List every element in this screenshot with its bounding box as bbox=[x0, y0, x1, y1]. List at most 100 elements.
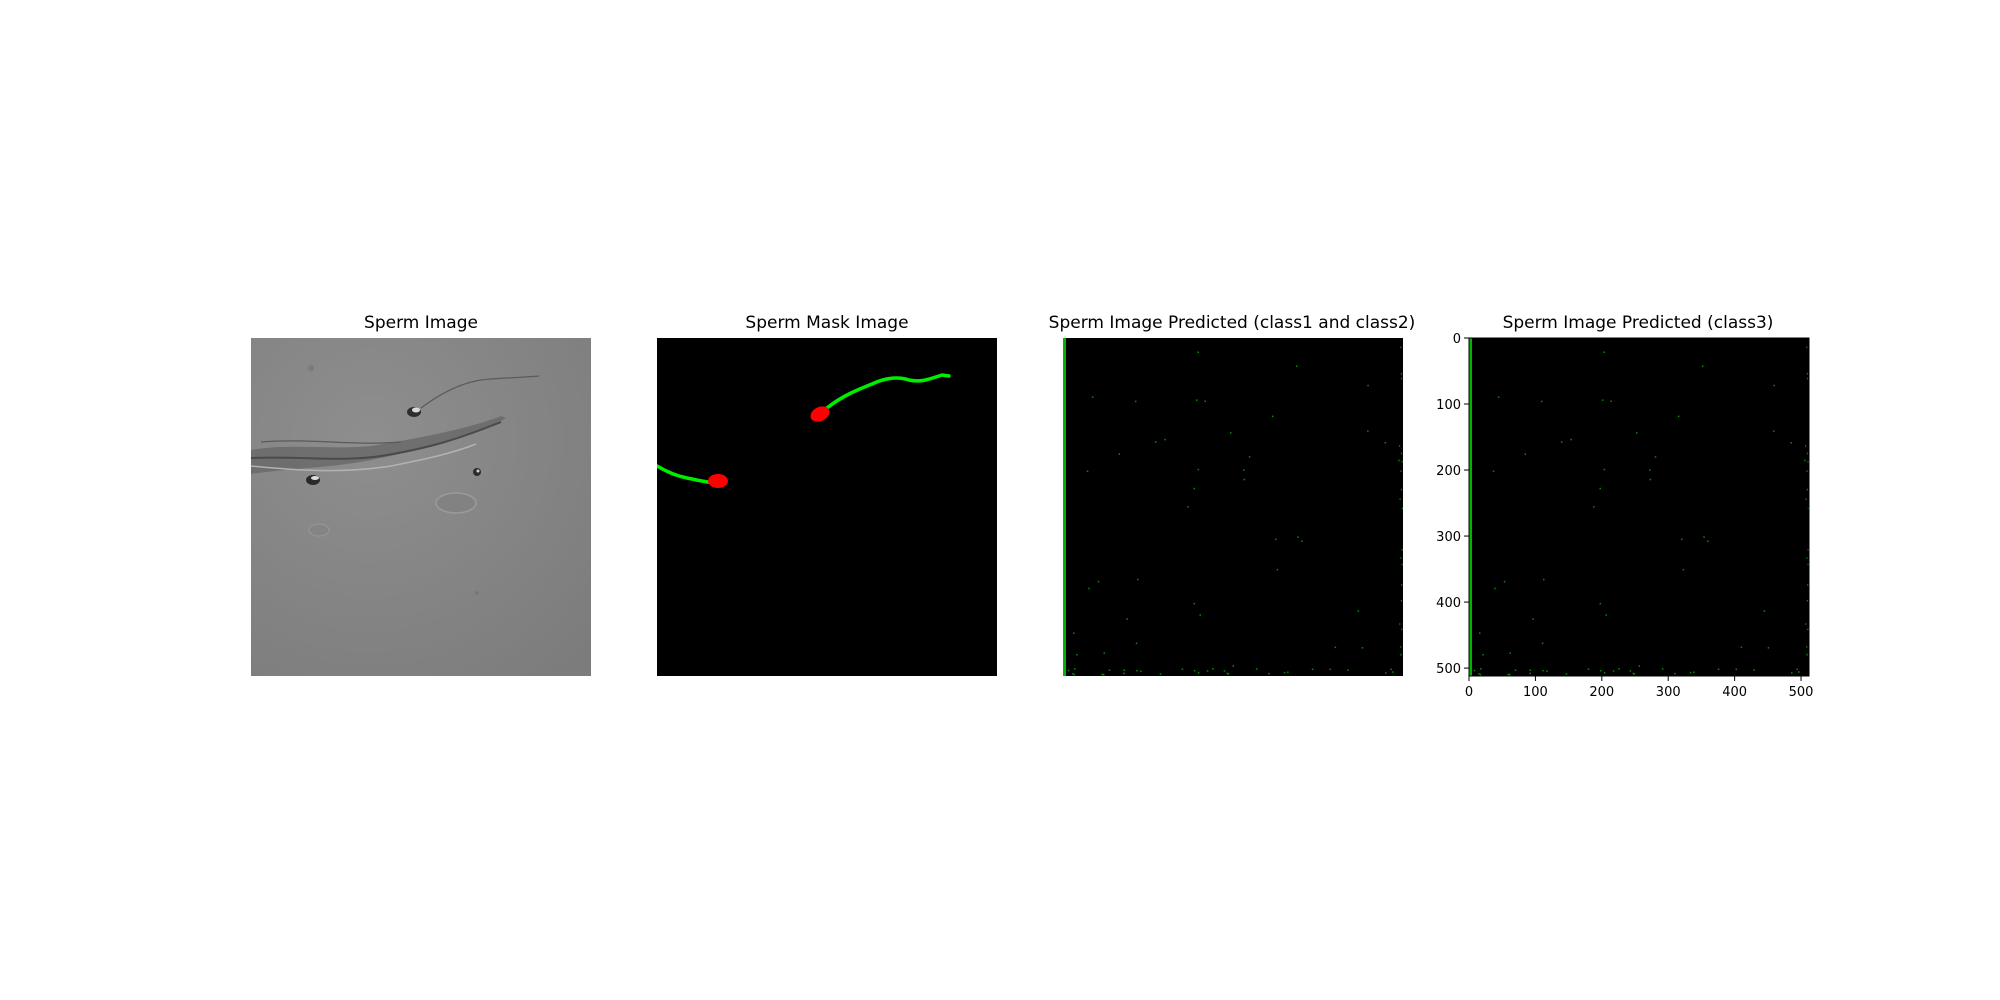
prediction-speckle bbox=[1603, 351, 1605, 353]
prediction-speckle bbox=[1248, 456, 1251, 458]
prediction-speckle bbox=[1804, 459, 1806, 462]
prediction-speckle bbox=[1154, 441, 1157, 443]
prediction-speckle bbox=[1503, 580, 1506, 583]
prediction-speckle bbox=[1230, 432, 1232, 434]
prediction-speckle bbox=[1400, 654, 1402, 656]
prediction-speckle bbox=[1629, 670, 1632, 672]
prediction-speckle bbox=[1361, 647, 1364, 649]
prediction-speckle bbox=[1401, 563, 1403, 566]
prediction-speckle bbox=[1123, 669, 1126, 671]
prediction-speckle bbox=[1492, 470, 1495, 472]
prediction-speckle bbox=[1717, 668, 1720, 670]
prediction-speckle bbox=[1618, 668, 1620, 670]
prediction-speckle bbox=[1223, 670, 1226, 672]
prediction-speckle bbox=[1807, 628, 1809, 631]
prediction-speckle bbox=[1400, 377, 1403, 380]
prediction-speckle bbox=[1773, 384, 1775, 387]
prediction-speckle bbox=[1565, 673, 1568, 675]
prediction-speckle bbox=[1187, 506, 1189, 508]
prediction-speckle bbox=[1806, 346, 1808, 349]
prediction-speckle bbox=[1529, 669, 1532, 671]
prediction-speckle bbox=[1796, 668, 1798, 671]
prediction-speckle bbox=[1400, 470, 1402, 472]
prediction-speckle bbox=[1400, 599, 1402, 602]
prediction-speckle bbox=[1102, 673, 1105, 676]
prediction-speckle bbox=[1507, 673, 1509, 676]
prediction-speckle bbox=[1067, 669, 1070, 672]
y-tick-label: 200 bbox=[1436, 464, 1461, 479]
x-tick-label: 500 bbox=[1789, 685, 1814, 700]
mask-tail-lower bbox=[657, 464, 717, 485]
prediction-speckle bbox=[1599, 670, 1602, 672]
prediction-speckle bbox=[1118, 453, 1120, 455]
prediction-speckle bbox=[1140, 670, 1142, 673]
prediction-speckle bbox=[1329, 668, 1331, 671]
prediction-speckle bbox=[1807, 563, 1809, 566]
prediction-speckle bbox=[1693, 671, 1695, 673]
prediction-speckle bbox=[1497, 396, 1500, 398]
prediction-speckle bbox=[1603, 672, 1606, 674]
prediction-speckle bbox=[1243, 478, 1246, 481]
prediction-speckle bbox=[1612, 670, 1615, 672]
x-tick-label: 400 bbox=[1722, 685, 1747, 700]
prediction-speckle bbox=[1074, 668, 1076, 670]
prediction-speckle bbox=[1735, 668, 1737, 671]
prediction-speckle bbox=[1599, 602, 1602, 605]
sperm-micrograph bbox=[251, 338, 591, 676]
prediction-speckle bbox=[1401, 549, 1403, 551]
prediction-speckle bbox=[1753, 669, 1755, 671]
prediction-speckle bbox=[1806, 557, 1808, 559]
predicted-class1-class2-panel bbox=[1063, 338, 1403, 676]
prediction-speckle bbox=[1232, 665, 1234, 667]
prediction-speckle bbox=[1806, 373, 1808, 375]
prediction-speckle bbox=[1701, 365, 1704, 367]
prediction-speckle bbox=[1072, 673, 1074, 675]
prediction-speckle bbox=[1097, 580, 1100, 583]
prediction-speckle bbox=[1480, 668, 1482, 670]
prediction-speckle bbox=[1540, 400, 1543, 403]
prediction-speckle bbox=[1649, 478, 1652, 481]
prediction-speckle bbox=[1401, 628, 1403, 631]
prediction-speckle bbox=[1689, 671, 1692, 674]
prediction-class3 bbox=[1469, 338, 1809, 676]
prediction-speckle bbox=[1807, 507, 1809, 510]
prediction-speckle bbox=[1806, 470, 1808, 472]
prediction-speckle bbox=[1807, 549, 1809, 551]
prediction-speckle bbox=[1514, 669, 1517, 671]
prediction-speckle bbox=[1193, 602, 1196, 605]
prediction-speckle bbox=[1605, 614, 1607, 616]
prediction-speckle bbox=[1508, 673, 1511, 676]
prediction-speckle bbox=[1763, 610, 1766, 612]
panel-title-sperm-image: Sperm Image bbox=[364, 313, 478, 333]
y-tick-label: 0 bbox=[1453, 332, 1461, 347]
prediction-speckle bbox=[1543, 578, 1545, 581]
mask-head-lower bbox=[708, 474, 728, 488]
prediction-speckle bbox=[1798, 671, 1800, 673]
prediction-speckle bbox=[1276, 568, 1279, 571]
prediction-speckle bbox=[1399, 498, 1401, 500]
prediction-speckle bbox=[1181, 668, 1184, 670]
prediction-speckle bbox=[1649, 469, 1651, 471]
y-tick-label: 100 bbox=[1436, 398, 1461, 413]
prediction-speckle bbox=[1193, 487, 1195, 490]
prediction-speckle bbox=[1197, 468, 1200, 471]
prediction-speckle bbox=[1400, 452, 1402, 455]
prediction-speckle bbox=[1806, 599, 1808, 602]
prediction-speckle bbox=[1790, 442, 1793, 444]
prediction-speckle bbox=[1401, 460, 1403, 463]
sperm-image-panel bbox=[251, 338, 591, 676]
prediction-speckle bbox=[1542, 669, 1544, 672]
prediction-speckle bbox=[1532, 618, 1534, 620]
prediction-speckle bbox=[1494, 587, 1496, 590]
prediction-speckle bbox=[1101, 673, 1103, 676]
prediction-speckle bbox=[1103, 652, 1105, 654]
x-tick-label: 100 bbox=[1523, 685, 1548, 700]
prediction-speckle bbox=[1570, 438, 1572, 441]
prediction-speckle bbox=[1134, 400, 1137, 403]
prediction-speckle bbox=[1807, 460, 1809, 463]
prediction-speckle bbox=[1399, 445, 1401, 447]
prediction-speckle bbox=[1401, 584, 1403, 586]
prediction-speckle bbox=[1400, 373, 1402, 375]
prediction-speckle bbox=[1297, 536, 1299, 538]
prediction-speckle bbox=[1806, 654, 1808, 656]
